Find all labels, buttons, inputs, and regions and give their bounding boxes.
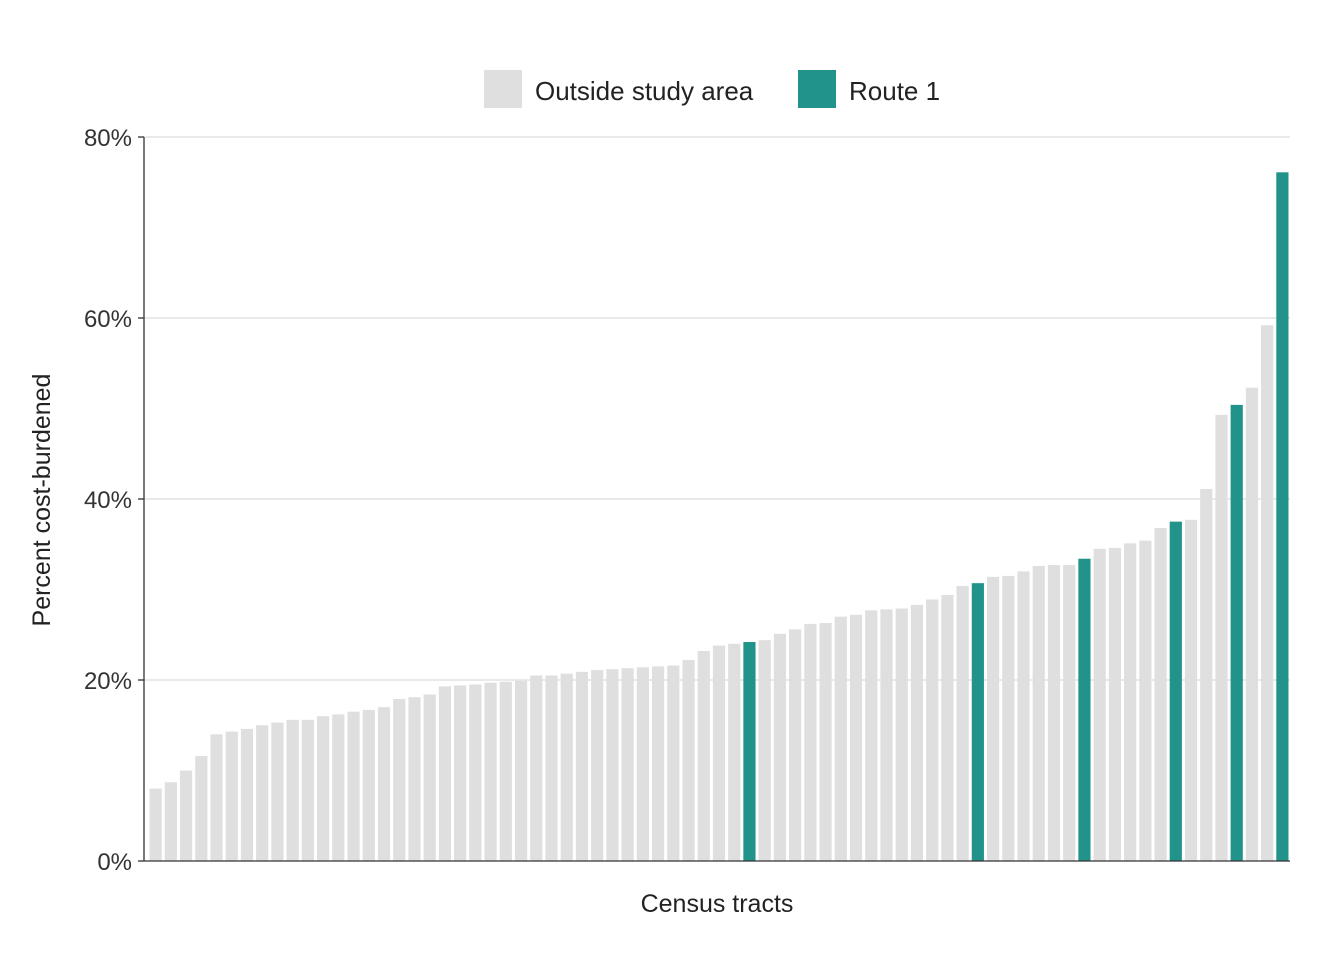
bar-outside-study-area xyxy=(225,731,238,861)
x-axis-title: Census tracts xyxy=(641,890,794,918)
bar-outside-study-area xyxy=(195,756,208,861)
bar-outside-study-area xyxy=(347,711,360,861)
legend-label-outside-study-area: Outside study area xyxy=(535,76,754,106)
bar-outside-study-area xyxy=(454,685,467,861)
bar-outside-study-area xyxy=(362,709,375,861)
bar-outside-study-area xyxy=(895,608,908,861)
bar-outside-study-area xyxy=(1108,547,1121,861)
bar-outside-study-area xyxy=(712,645,726,861)
bar-outside-study-area xyxy=(271,722,284,861)
bar-outside-study-area xyxy=(1261,325,1274,861)
bar-outside-study-area xyxy=(804,623,817,861)
bar-outside-study-area xyxy=(986,576,1000,861)
bar-outside-study-area xyxy=(1047,565,1061,861)
bars xyxy=(149,172,1289,862)
bar-outside-study-area xyxy=(1017,571,1030,861)
bar-outside-study-area xyxy=(499,681,512,861)
bar-outside-study-area xyxy=(423,694,436,861)
bar-outside-study-area xyxy=(560,673,573,861)
bar-outside-study-area xyxy=(865,610,878,861)
bar-outside-study-area xyxy=(484,682,497,861)
bar-outside-study-area xyxy=(179,770,193,861)
bar-outside-study-area xyxy=(697,651,710,861)
y-tick-labels: 0% 20% 40% 60% 80% xyxy=(84,125,144,876)
bar-outside-study-area xyxy=(819,622,832,861)
y-axis-title: Percent cost-burdened xyxy=(28,374,56,627)
bar-outside-study-area xyxy=(393,699,406,861)
bar-outside-study-area xyxy=(1093,548,1106,861)
bar-route-1 xyxy=(1230,404,1243,861)
chart-legend: Outside study area Route 1 xyxy=(484,70,940,108)
bar-outside-study-area xyxy=(301,719,314,861)
bar-route-1 xyxy=(1276,172,1289,862)
y-tick-label: 40% xyxy=(84,487,132,514)
bar-outside-study-area xyxy=(575,671,589,861)
bar-outside-study-area xyxy=(1063,565,1076,861)
bar-outside-study-area xyxy=(256,725,269,861)
legend-swatch-outside-study-area xyxy=(484,70,522,108)
bar-outside-study-area xyxy=(210,734,223,861)
bar-outside-study-area xyxy=(941,594,954,861)
bar-outside-study-area xyxy=(240,728,254,861)
bar-route-1 xyxy=(971,583,984,861)
bar-outside-study-area xyxy=(1184,519,1198,861)
bar-outside-study-area xyxy=(834,616,847,861)
bar-outside-study-area xyxy=(545,675,558,861)
bar-outside-study-area xyxy=(758,640,771,861)
bar-outside-study-area xyxy=(164,782,177,861)
bar-outside-study-area xyxy=(332,714,345,861)
bar-outside-study-area xyxy=(438,686,452,861)
bar-outside-study-area xyxy=(149,788,162,861)
bar-outside-study-area xyxy=(606,669,619,861)
y-tick-label: 0% xyxy=(97,849,132,876)
bar-outside-study-area xyxy=(1002,575,1015,861)
bar-outside-study-area xyxy=(377,707,391,861)
bar-route-1 xyxy=(1169,521,1182,862)
bar-outside-study-area xyxy=(469,684,482,861)
bar-outside-study-area xyxy=(1200,489,1213,861)
bar-outside-study-area xyxy=(636,667,649,861)
y-tick-label: 80% xyxy=(84,125,132,152)
bar-outside-study-area xyxy=(408,697,421,861)
bar-outside-study-area xyxy=(1139,540,1152,861)
bar-outside-study-area xyxy=(1124,543,1137,861)
y-tick-label: 20% xyxy=(84,668,132,695)
bar-outside-study-area xyxy=(1215,414,1228,861)
bar-outside-study-area xyxy=(1154,527,1167,861)
bar-outside-study-area xyxy=(926,599,939,861)
bar-outside-study-area xyxy=(621,668,634,861)
bar-outside-study-area xyxy=(1245,387,1259,861)
bar-outside-study-area xyxy=(286,719,299,861)
bar-outside-study-area xyxy=(514,680,528,861)
bar-outside-study-area xyxy=(652,666,665,861)
bar-route-1 xyxy=(1078,558,1091,861)
bar-outside-study-area xyxy=(773,633,786,861)
bar-outside-study-area xyxy=(789,629,802,861)
bar-outside-study-area xyxy=(880,609,893,861)
bar-outside-study-area xyxy=(530,675,543,861)
bar-outside-study-area xyxy=(1032,565,1045,861)
bar-outside-study-area xyxy=(728,643,741,861)
bar-route-1 xyxy=(743,641,756,861)
bar-outside-study-area xyxy=(956,585,969,861)
bar-outside-study-area xyxy=(591,670,604,861)
bar-outside-study-area xyxy=(317,716,330,861)
bar-outside-study-area xyxy=(910,604,924,861)
legend-swatch-route-1 xyxy=(798,70,836,108)
bar-outside-study-area xyxy=(682,660,695,861)
bar-outside-study-area xyxy=(667,665,680,861)
y-tick-label: 60% xyxy=(84,306,132,333)
bar-outside-study-area xyxy=(849,614,863,861)
legend-label-route-1: Route 1 xyxy=(849,76,940,106)
